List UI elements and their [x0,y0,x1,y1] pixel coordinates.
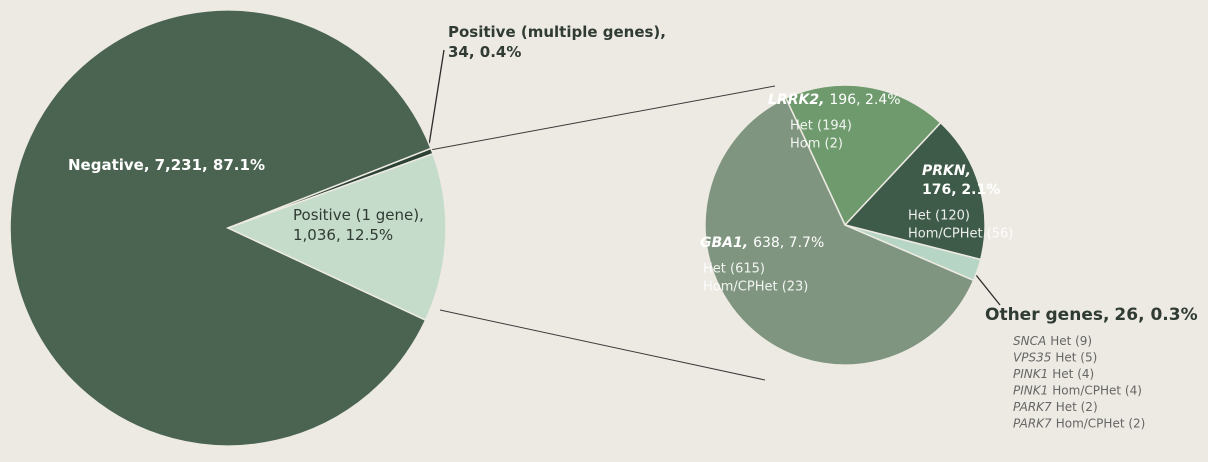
other-gene: PINK1 Het (4) [1013,367,1094,381]
gene-name: PINK1 [1013,367,1048,381]
gene-name: PARK7 [1013,400,1052,414]
other-gene: SNCA Het (9) [1013,334,1092,348]
slice-detail: Het (194) [790,119,852,134]
other-gene: PARK7 Het (2) [1013,400,1098,414]
gene-detail: Het (4) [1052,367,1094,381]
slice-value: 176, 2.1% [922,182,1000,198]
other-gene: PINK1 Hom/CPHet (4) [1013,383,1142,397]
slice-detail: Hom (2) [790,137,843,152]
slice-label: Other genes, 26, 0.3% [985,305,1198,325]
leader-line [971,269,1001,306]
pie-slice [226,152,447,322]
slice-label: Positive (multiple genes), 34, 0.4% [448,23,666,61]
pie-slice [843,121,986,261]
slice-name: Negative, [68,156,150,174]
gene-detail: Hom/CPHet (2) [1056,416,1146,430]
pie [9,9,447,447]
gene-detail: Het (2) [1056,400,1098,414]
leader-line [428,49,445,146]
gene-name: SNCA [1013,334,1046,348]
other-gene: PARK7 Hom/CPHet (2) [1013,416,1145,430]
connector-line [439,309,766,381]
slice-label: Negative, 7,231, 87.1% [68,156,265,174]
gene-detail: Het (5) [1055,350,1097,364]
slice-label: Positive (1 gene), 1,036, 12.5% [293,206,424,244]
slice-value: 196, 2.4% [829,92,900,108]
slice-detail: Hom/CPHet (56) [908,227,1013,242]
slice-label: GBA1, 638, 7.7% [700,235,824,251]
slice-detail: Hom/CPHet (23) [703,280,808,295]
slice-value: 34, 0.4% [448,43,521,61]
other-gene: VPS35 Het (5) [1013,350,1097,364]
slice-label: PRKN, 176, 2.1% [922,163,1000,198]
slice-name: Positive (multiple genes), [448,23,666,41]
slice-value: 1,036, 12.5% [293,226,393,244]
slice-label: LRRK2, 196, 2.4% [768,92,901,108]
slice-name: Other genes, [985,305,1109,325]
slice-value: 26, 0.3% [1114,305,1197,325]
slice-value: 7,231, 87.1% [155,156,265,174]
slice-detail: Het (120) [908,209,970,224]
gene-detail: Het (9) [1050,334,1092,348]
gene-name: VPS35 [1013,350,1051,364]
slice-name: PRKN, [922,163,971,179]
slice-name: LRRK2, [768,92,824,108]
gene-name: PARK7 [1013,416,1052,430]
pie-slice [784,84,942,227]
gene-name: PINK1 [1013,383,1048,397]
pie-slice [704,97,975,366]
slice-name: GBA1, [700,235,748,251]
gene-detail: Hom/CPHet (4) [1052,383,1142,397]
connector-line [429,85,776,151]
slice-name: Positive (1 gene), [293,206,424,224]
pie-slice [9,9,432,447]
slice-detail: Het (615) [703,262,765,277]
pie [704,84,986,366]
slice-value: 638, 7.7% [753,235,824,251]
